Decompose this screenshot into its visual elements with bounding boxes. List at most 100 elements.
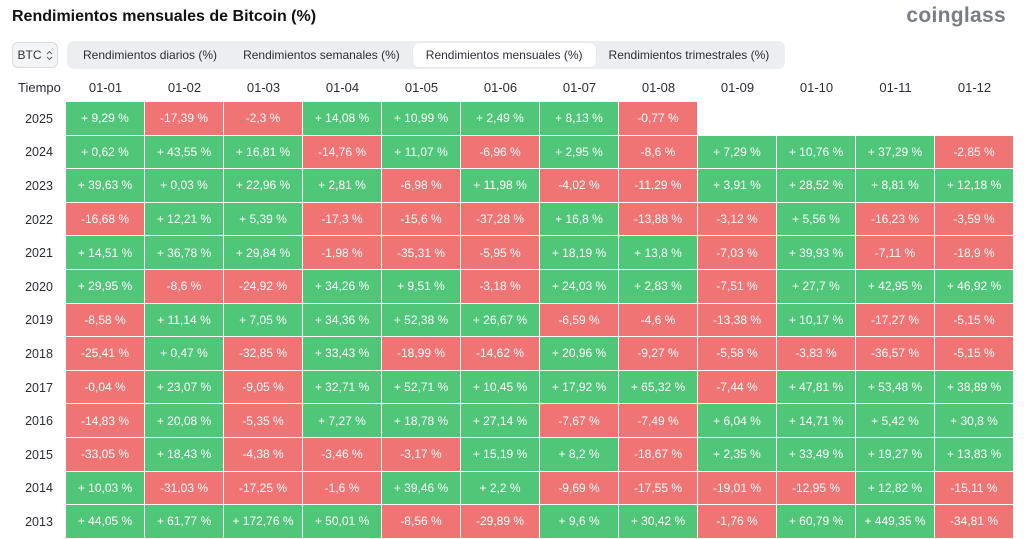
- heatmap-cell[interactable]: -13,88 %: [619, 202, 697, 236]
- heatmap-cell[interactable]: + 14,71 %: [777, 404, 855, 437]
- heatmap-cell[interactable]: + 12,82 %: [856, 471, 934, 505]
- heatmap-cell[interactable]: + 5,56 %: [777, 202, 855, 236]
- heatmap-cell[interactable]: + 65,32 %: [619, 370, 697, 404]
- heatmap-cell[interactable]: + 27,14 %: [461, 404, 539, 437]
- heatmap-cell[interactable]: -12,95 %: [777, 471, 855, 505]
- heatmap-cell[interactable]: + 18,78 %: [382, 404, 460, 437]
- heatmap-cell[interactable]: -1,76 %: [698, 505, 776, 538]
- heatmap-cell[interactable]: + 52,38 %: [382, 303, 460, 337]
- heatmap-cell[interactable]: -14,83 %: [66, 404, 144, 437]
- heatmap-cell[interactable]: + 39,46 %: [382, 471, 460, 505]
- heatmap-cell[interactable]: + 0,03 %: [145, 169, 223, 202]
- heatmap-cell[interactable]: -14,76 %: [303, 135, 381, 169]
- heatmap-cell[interactable]: + 172,76 %: [224, 505, 302, 538]
- heatmap-cell[interactable]: + 27,7 %: [777, 269, 855, 303]
- heatmap-cell[interactable]: -3,17 %: [382, 437, 460, 471]
- heatmap-cell[interactable]: -5,15 %: [935, 303, 1013, 337]
- heatmap-cell[interactable]: + 2,2 %: [461, 471, 539, 505]
- heatmap-cell[interactable]: + 33,43 %: [303, 337, 381, 370]
- heatmap-cell[interactable]: + 30,8 %: [935, 404, 1013, 437]
- heatmap-cell[interactable]: + 5,39 %: [224, 202, 302, 236]
- heatmap-cell[interactable]: -0,04 %: [66, 370, 144, 404]
- heatmap-cell[interactable]: + 2,49 %: [461, 102, 539, 135]
- coinglass-logo[interactable]: coinglass: [906, 4, 1006, 27]
- heatmap-cell[interactable]: + 2,83 %: [619, 269, 697, 303]
- heatmap-cell[interactable]: + 36,78 %: [145, 236, 223, 269]
- heatmap-cell[interactable]: -4,38 %: [224, 437, 302, 471]
- heatmap-cell[interactable]: -2,3 %: [224, 102, 302, 135]
- heatmap-cell[interactable]: + 14,08 %: [303, 102, 381, 135]
- heatmap-cell[interactable]: -15,6 %: [382, 202, 460, 236]
- heatmap-cell[interactable]: + 3,91 %: [698, 169, 776, 202]
- heatmap-cell[interactable]: -7,51 %: [698, 269, 776, 303]
- heatmap-cell[interactable]: -7,03 %: [698, 236, 776, 269]
- heatmap-cell[interactable]: + 50,01 %: [303, 505, 381, 538]
- heatmap-cell[interactable]: + 6,04 %: [698, 404, 776, 437]
- heatmap-cell[interactable]: + 22,96 %: [224, 169, 302, 202]
- heatmap-cell[interactable]: + 14,51 %: [66, 236, 144, 269]
- heatmap-cell[interactable]: -31,03 %: [145, 471, 223, 505]
- heatmap-cell[interactable]: + 2,95 %: [540, 135, 618, 169]
- heatmap-cell[interactable]: -18,9 %: [935, 236, 1013, 269]
- heatmap-cell[interactable]: + 0,47 %: [145, 337, 223, 370]
- heatmap-cell[interactable]: + 13,83 %: [935, 437, 1013, 471]
- heatmap-cell[interactable]: + 2,35 %: [698, 437, 776, 471]
- heatmap-cell[interactable]: + 20,96 %: [540, 337, 618, 370]
- heatmap-cell[interactable]: -0,77 %: [619, 102, 697, 135]
- heatmap-cell[interactable]: -9,69 %: [540, 471, 618, 505]
- heatmap-cell[interactable]: + 43,55 %: [145, 135, 223, 169]
- heatmap-cell[interactable]: + 17,92 %: [540, 370, 618, 404]
- heatmap-cell[interactable]: -3,46 %: [303, 437, 381, 471]
- heatmap-cell[interactable]: + 33,49 %: [777, 437, 855, 471]
- heatmap-cell[interactable]: -18,67 %: [619, 437, 697, 471]
- heatmap-cell[interactable]: -4,6 %: [619, 303, 697, 337]
- heatmap-cell[interactable]: + 7,29 %: [698, 135, 776, 169]
- heatmap-cell[interactable]: + 10,03 %: [66, 471, 144, 505]
- heatmap-cell[interactable]: -8,6 %: [145, 269, 223, 303]
- tab-monthly[interactable]: Rendimientos mensuales (%): [412, 43, 596, 67]
- heatmap-cell[interactable]: + 5,42 %: [856, 404, 934, 437]
- heatmap-cell[interactable]: + 11,98 %: [461, 169, 539, 202]
- heatmap-cell[interactable]: + 9,51 %: [382, 269, 460, 303]
- heatmap-cell[interactable]: + 26,67 %: [461, 303, 539, 337]
- heatmap-cell[interactable]: -8,6 %: [619, 135, 697, 169]
- heatmap-cell[interactable]: -11,29 %: [619, 169, 697, 202]
- heatmap-cell[interactable]: + 0,62 %: [66, 135, 144, 169]
- heatmap-cell[interactable]: -6,59 %: [540, 303, 618, 337]
- heatmap-cell[interactable]: -17,3 %: [303, 202, 381, 236]
- heatmap-cell[interactable]: -24,92 %: [224, 269, 302, 303]
- tab-quarterly[interactable]: Rendimientos trimestrales (%): [608, 48, 770, 62]
- heatmap-cell[interactable]: + 11,07 %: [382, 135, 460, 169]
- heatmap-cell[interactable]: + 30,42 %: [619, 505, 697, 538]
- heatmap-cell[interactable]: -29,89 %: [461, 505, 539, 538]
- heatmap-cell[interactable]: + 44,05 %: [66, 505, 144, 538]
- heatmap-cell[interactable]: + 7,27 %: [303, 404, 381, 437]
- heatmap-cell[interactable]: + 38,89 %: [935, 370, 1013, 404]
- heatmap-cell[interactable]: + 8,13 %: [540, 102, 618, 135]
- heatmap-cell[interactable]: + 46,92 %: [935, 269, 1013, 303]
- heatmap-cell[interactable]: + 47,81 %: [777, 370, 855, 404]
- heatmap-cell[interactable]: -2,85 %: [935, 135, 1013, 169]
- heatmap-cell[interactable]: + 18,43 %: [145, 437, 223, 471]
- heatmap-cell[interactable]: + 20,08 %: [145, 404, 223, 437]
- heatmap-cell[interactable]: + 15,19 %: [461, 437, 539, 471]
- heatmap-cell[interactable]: -37,28 %: [461, 202, 539, 236]
- heatmap-cell[interactable]: -17,25 %: [224, 471, 302, 505]
- heatmap-cell[interactable]: -19,01 %: [698, 471, 776, 505]
- heatmap-cell[interactable]: + 29,84 %: [224, 236, 302, 269]
- tab-weekly[interactable]: Rendimientos semanales (%): [243, 48, 400, 62]
- heatmap-cell[interactable]: + 8,2 %: [540, 437, 618, 471]
- heatmap-cell[interactable]: -3,59 %: [935, 202, 1013, 236]
- heatmap-cell[interactable]: -5,58 %: [698, 337, 776, 370]
- heatmap-cell[interactable]: + 37,29 %: [856, 135, 934, 169]
- heatmap-cell[interactable]: -34,81 %: [935, 505, 1013, 538]
- heatmap-cell[interactable]: + 32,71 %: [303, 370, 381, 404]
- heatmap-cell[interactable]: + 7,05 %: [224, 303, 302, 337]
- heatmap-cell[interactable]: -16,68 %: [66, 202, 144, 236]
- heatmap-cell[interactable]: -3,83 %: [777, 337, 855, 370]
- heatmap-cell[interactable]: -8,56 %: [382, 505, 460, 538]
- heatmap-cell[interactable]: -6,98 %: [382, 169, 460, 202]
- heatmap-cell[interactable]: + 39,63 %: [66, 169, 144, 202]
- heatmap-cell[interactable]: + 16,8 %: [540, 202, 618, 236]
- heatmap-cell[interactable]: -6,96 %: [461, 135, 539, 169]
